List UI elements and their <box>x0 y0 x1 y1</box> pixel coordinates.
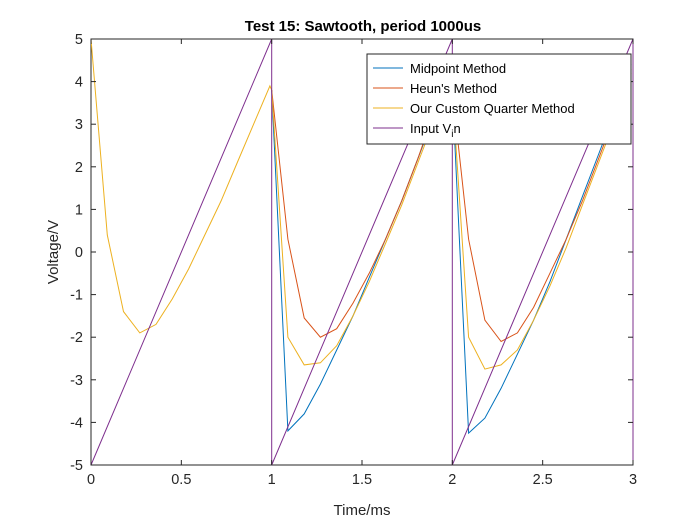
chart-title: Test 15: Sawtooth, period 1000us <box>245 18 481 35</box>
x-tick-label: 2.5 <box>533 472 553 488</box>
legend-label-1: Heun's Method <box>410 81 497 96</box>
legend-label-3: Input Vin <box>410 121 461 140</box>
y-tick-label: 1 <box>75 202 83 218</box>
y-tick-label: 4 <box>75 75 83 91</box>
x-tick-label: 1 <box>268 472 276 488</box>
y-tick-label: -5 <box>70 458 83 474</box>
legend-label-0: Midpoint Method <box>410 61 506 76</box>
series-line-2 <box>90 38 632 370</box>
y-tick-label: -1 <box>70 288 83 304</box>
x-tick-label: 3 <box>629 472 637 488</box>
y-tick-label: -2 <box>70 330 83 346</box>
x-tick-label: 1.5 <box>352 472 372 488</box>
x-axis-label: Time/ms <box>334 502 391 519</box>
x-tick-label: 0 <box>87 472 95 488</box>
y-tick-label: -4 <box>70 415 83 431</box>
y-tick-label: 2 <box>75 160 83 176</box>
y-tick-label: -3 <box>70 373 83 389</box>
legend: Midpoint Method Heun's Method Our Custom Q… <box>366 53 632 145</box>
y-tick-label: 0 <box>75 245 83 261</box>
ticks-layer: 0 0.5 1 1.5 2 2.5 3 -5 -4 -3 -2 -1 0 1 2 3 4 5 <box>70 32 637 488</box>
y-axis-label: Voltage/V <box>45 220 62 284</box>
y-tick-label: 5 <box>75 32 83 48</box>
x-tick-label: 0.5 <box>171 472 191 488</box>
x-tick-label: 2 <box>448 472 456 488</box>
legend-label-2: Our Custom Quarter Method <box>410 101 575 116</box>
y-tick-label: 3 <box>75 117 83 133</box>
legend-box <box>366 53 632 145</box>
